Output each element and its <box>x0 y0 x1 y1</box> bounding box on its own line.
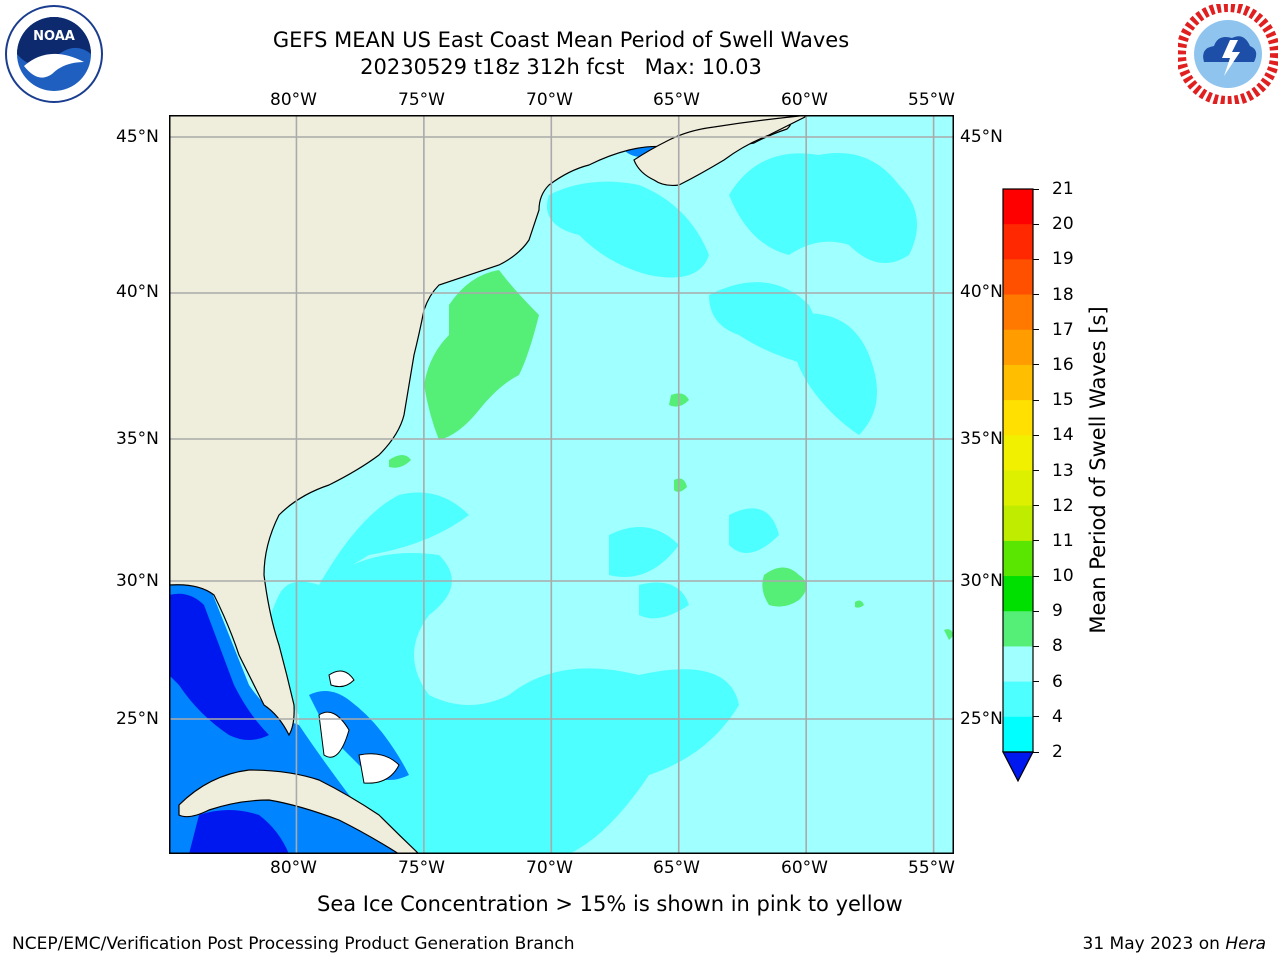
lat-label: 30°N <box>960 571 1003 591</box>
lat-label: 25°N <box>116 709 159 729</box>
colorbar-segment <box>1003 681 1033 718</box>
land-bahamas <box>318 670 400 784</box>
footer-source: NCEP/EMC/Verification Post Processing Pr… <box>12 934 575 954</box>
colorbar-tick-label: 10 <box>1052 566 1074 587</box>
colorbar-tick-mark <box>1033 364 1039 366</box>
colorbar-tick-mark <box>1033 294 1039 296</box>
lon-label: 80°W <box>270 858 317 878</box>
colorbar-tick-mark <box>1033 505 1039 507</box>
colorbar-tick-label: 17 <box>1052 319 1074 340</box>
lon-label: 75°W <box>398 90 445 110</box>
colorbar-tick-label: 21 <box>1052 179 1074 199</box>
colorbar-segment <box>1003 224 1033 260</box>
lon-label: 80°W <box>270 90 317 110</box>
colorbar-tick-label: 2 <box>1052 742 1063 762</box>
colorbar-segment <box>1003 259 1033 296</box>
colorbar-tick-mark <box>1033 645 1039 647</box>
nws-logo-icon <box>1178 4 1278 104</box>
footer-machine: Hera <box>1225 934 1266 954</box>
lat-label: 35°N <box>960 429 1003 449</box>
colorbar-segment <box>1003 646 1033 683</box>
colorbar-segment <box>1003 329 1033 366</box>
colorbar-tick-mark <box>1033 575 1039 577</box>
colorbar-tick-mark <box>1033 434 1039 436</box>
colorbar-tick-label: 20 <box>1052 214 1074 235</box>
swell-9-10s-regions <box>389 270 954 640</box>
lat-label: 45°N <box>116 127 159 147</box>
colorbar-tick-mark <box>1033 610 1039 612</box>
colorbar-tick-mark <box>1033 540 1039 542</box>
colorbar-segment <box>1003 576 1033 612</box>
colorbar-segment <box>1003 470 1033 507</box>
colorbar-tick-label: 16 <box>1052 354 1074 375</box>
lat-label: 35°N <box>116 429 159 449</box>
colorbar-tick-label: 12 <box>1052 495 1074 516</box>
lat-label: 30°N <box>116 571 159 591</box>
colorbar-tick-mark <box>1033 681 1039 683</box>
sea-ice-note: Sea Ice Concentration > 15% is shown in … <box>317 892 903 916</box>
colorbar-segments <box>1003 189 1033 753</box>
noaa-logo-icon: NOAA <box>5 5 103 103</box>
colorbar-extend-triangle <box>1002 751 1034 783</box>
colorbar-tick-label: 14 <box>1052 425 1074 446</box>
lon-label: 55°W <box>908 90 955 110</box>
colorbar-tick-mark <box>1033 223 1039 225</box>
lon-label: 65°W <box>653 90 700 110</box>
graticule <box>169 115 954 854</box>
colorbar-tick-mark <box>1033 258 1039 260</box>
lon-label: 70°W <box>526 90 573 110</box>
colorbar-label: Mean Period of Swell Waves [s] <box>1086 306 1110 634</box>
colorbar-segment <box>1003 294 1033 331</box>
chart-title-line1: GEFS MEAN US East Coast Mean Period of S… <box>272 28 850 52</box>
lon-label: 75°W <box>398 858 445 878</box>
colorbar-tick-label: 6 <box>1052 671 1063 692</box>
colorbar-tick-label: 13 <box>1052 460 1074 481</box>
lat-label: 40°N <box>116 282 159 302</box>
colorbar-tick-label: 4 <box>1052 706 1063 727</box>
footer-date-text: 31 May 2023 on <box>1082 934 1226 954</box>
colorbar-segment <box>1003 189 1033 225</box>
colorbar-tick-label: 8 <box>1052 636 1063 657</box>
colorbar-segment <box>1003 364 1033 401</box>
lon-label: 55°W <box>908 858 955 878</box>
colorbar-segment <box>1003 540 1033 577</box>
lat-label: 25°N <box>960 709 1003 729</box>
land-nova-scotia <box>633 115 810 187</box>
lon-label: 60°W <box>781 90 828 110</box>
colorbar-segment <box>1003 611 1033 647</box>
colorbar-tick-label: 15 <box>1052 390 1074 411</box>
colorbar-tick-mark <box>1033 329 1039 331</box>
swell-period-map <box>169 115 954 854</box>
svg-text:NOAA: NOAA <box>33 29 75 44</box>
colorbar-tick-label: 11 <box>1052 530 1074 551</box>
swell-6-8s-regions <box>265 153 917 854</box>
lon-label: 65°W <box>653 858 700 878</box>
colorbar-segment <box>1003 400 1033 436</box>
colorbar-segment <box>1003 716 1033 753</box>
colorbar-tick-mark <box>1033 399 1039 401</box>
colorbar-tick-label: 19 <box>1052 249 1074 270</box>
footer-date: 31 May 2023 on Hera <box>1083 934 1267 954</box>
lon-label: 70°W <box>526 858 573 878</box>
colorbar-tick-label: 9 <box>1052 601 1063 622</box>
colorbar-segment <box>1003 435 1033 471</box>
colorbar-tick-mark <box>1033 751 1039 753</box>
colorbar-tick-mark <box>1033 716 1039 718</box>
colorbar-tick-mark <box>1033 470 1039 471</box>
colorbar-tick-label: 18 <box>1052 284 1074 305</box>
colorbar <box>1002 188 1034 783</box>
lat-label: 40°N <box>960 282 1003 302</box>
colorbar-segment <box>1003 505 1033 542</box>
colorbar-tick-mark <box>1033 188 1039 190</box>
lat-label: 45°N <box>960 127 1003 147</box>
land-cuba <box>178 769 420 854</box>
lon-label: 60°W <box>781 858 828 878</box>
chart-title-line2: 20230529 t18z 312h fcst Max: 10.03 <box>360 55 762 79</box>
